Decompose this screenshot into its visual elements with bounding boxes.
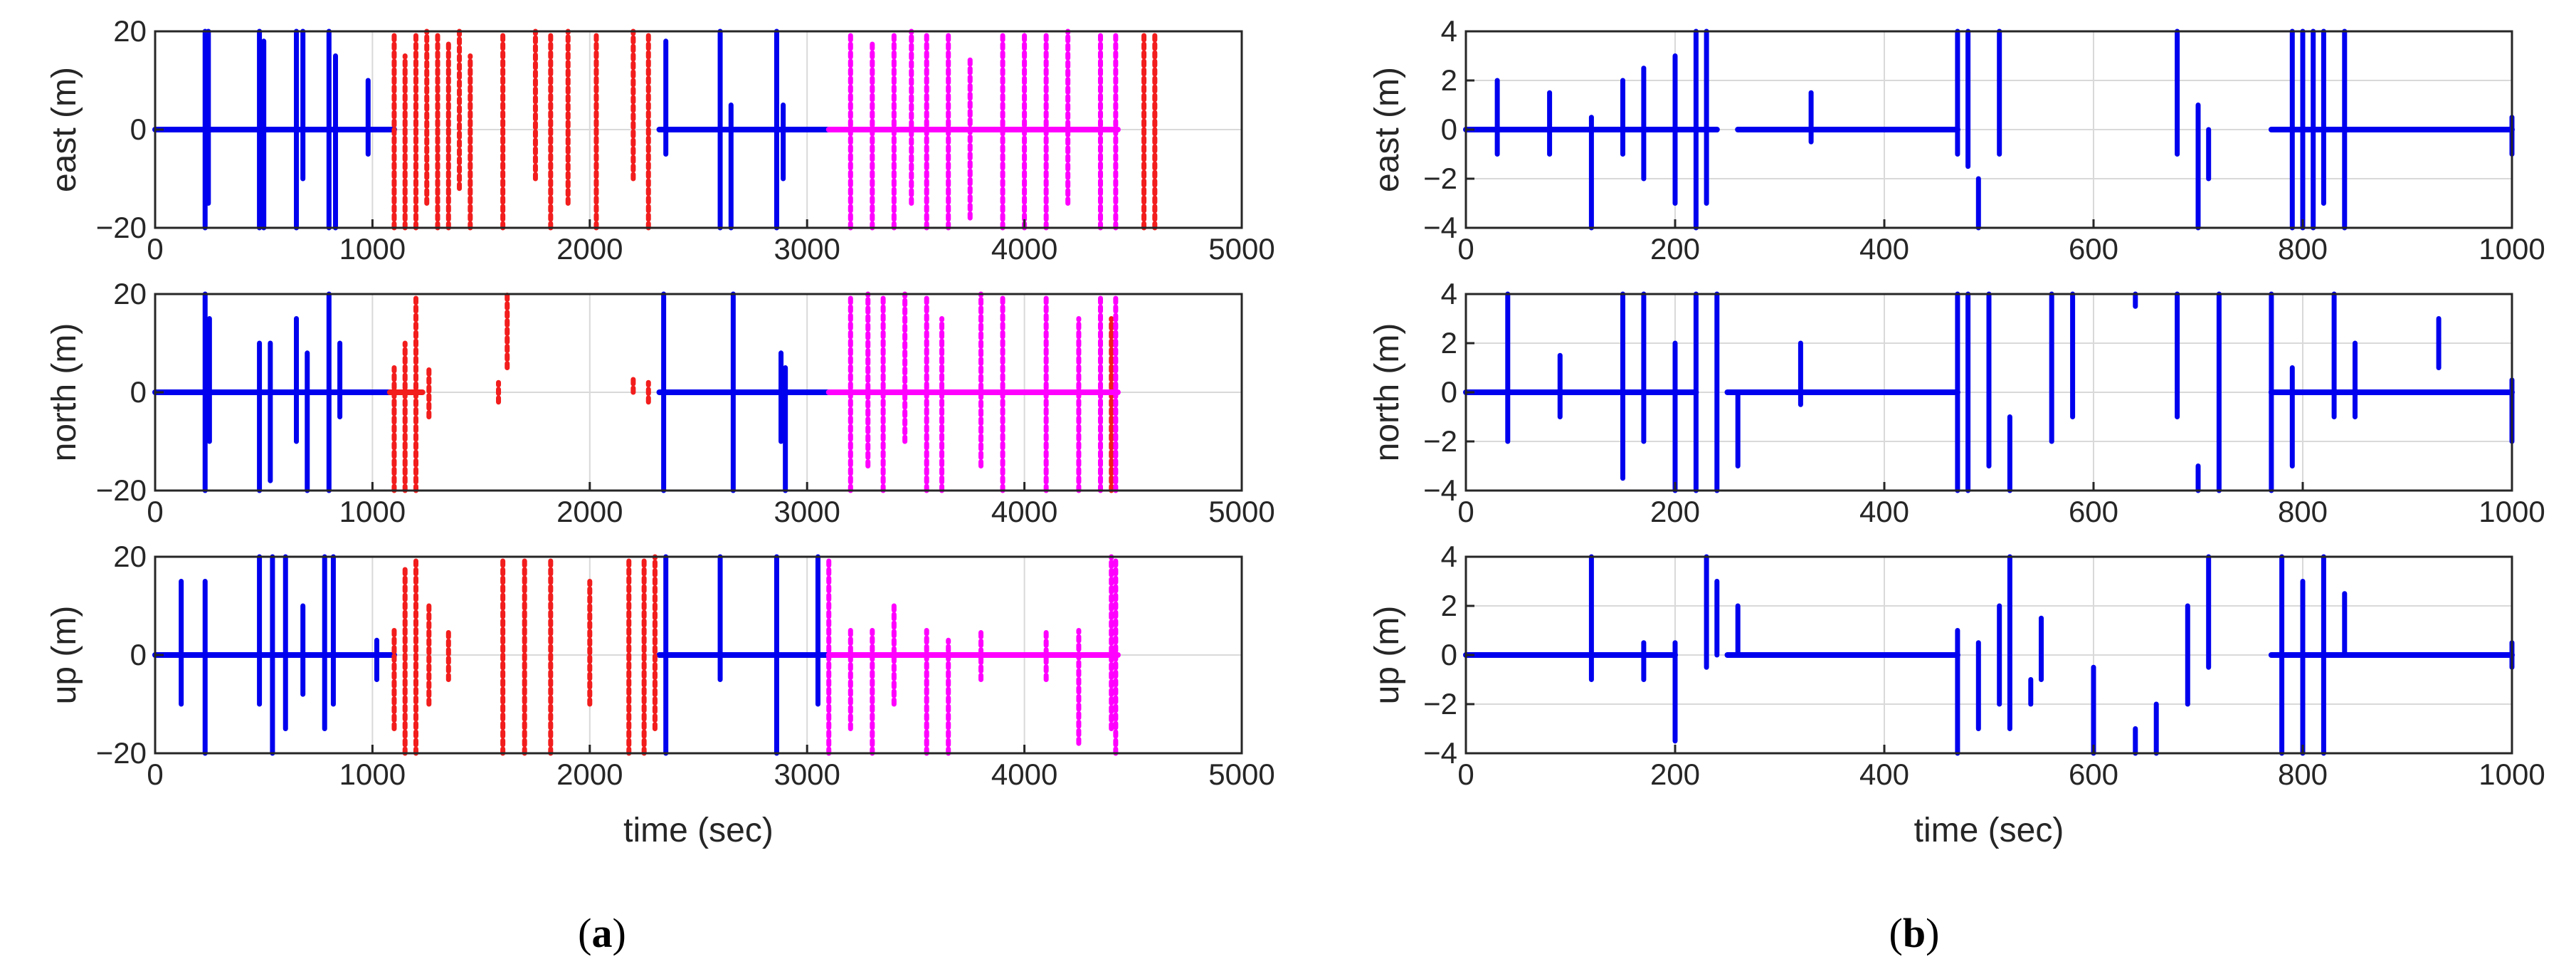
y-axis-label: north (m) (1368, 323, 1406, 462)
y-axis-label: east (m) (1368, 67, 1406, 192)
x-tick-label: 400 (1859, 232, 1909, 266)
x-tick-label: 3000 (774, 758, 840, 791)
x-tick-label: 5000 (1208, 495, 1274, 528)
y-tick-label: 4 (1441, 540, 1457, 573)
y-tick-label: −2 (1423, 162, 1457, 195)
y-tick-label: −2 (1423, 424, 1457, 458)
y-tick-label: 2 (1441, 326, 1457, 360)
y-tick-label: 0 (1441, 112, 1457, 146)
x-tick-label: 1000 (2479, 758, 2545, 791)
x-tick-label: 200 (1650, 758, 1700, 791)
y-tick-label: 20 (113, 540, 147, 573)
y-tick-label: −20 (96, 211, 147, 244)
y-tick-label: 0 (1441, 375, 1457, 409)
x-tick-label: 0 (1457, 758, 1474, 791)
series-blue (152, 554, 832, 756)
y-tick-label: −20 (96, 473, 147, 507)
y-tick-label: −4 (1423, 736, 1457, 770)
x-tick-label: 0 (1457, 232, 1474, 266)
x-tick-label: 800 (2278, 232, 2328, 266)
x-tick-label: 4000 (991, 758, 1057, 791)
y-axis-label: up (m) (46, 606, 83, 705)
y-tick-label: −20 (96, 736, 147, 770)
y-axis-label: east (m) (46, 67, 83, 192)
y-tick-label: 4 (1441, 14, 1457, 48)
x-tick-label: 0 (147, 232, 163, 266)
x-tick-label: 800 (2278, 758, 2328, 791)
y-tick-label: −2 (1423, 687, 1457, 721)
x-tick-label: 400 (1859, 758, 1909, 791)
x-tick-label: 1000 (339, 232, 406, 266)
x-tick-label: 200 (1650, 232, 1700, 266)
y-axis-label: up (m) (1368, 606, 1406, 705)
x-tick-label: 600 (2069, 495, 2118, 528)
x-tick-label: 1000 (339, 758, 406, 791)
y-tick-label: 0 (1441, 638, 1457, 671)
series-blue (152, 28, 836, 231)
x-axis-label: time (sec) (623, 812, 774, 849)
x-tick-label: 0 (147, 758, 163, 791)
series-red (391, 28, 1158, 231)
series-blue (1463, 291, 2515, 493)
chart-b-up: 0 200 400 600 800 1000 −4 −2 0 2 4 up (m) time (sec) (1368, 540, 2545, 849)
x-tick-label: 4000 (991, 495, 1057, 528)
x-tick-label: 1000 (2479, 495, 2545, 528)
x-tick-label: 200 (1650, 495, 1700, 528)
y-tick-label: 4 (1441, 277, 1457, 310)
series-magenta (825, 28, 1121, 231)
x-tick-label: 400 (1859, 495, 1909, 528)
y-tick-label: 0 (130, 112, 147, 146)
x-tick-label: 600 (2069, 758, 2118, 791)
y-tick-label: 20 (113, 277, 147, 310)
x-tick-label: 2000 (556, 495, 623, 528)
y-tick-label: −4 (1423, 211, 1457, 244)
panel-label-b: (b) (1889, 910, 1940, 956)
y-axis-label: north (m) (46, 323, 83, 462)
x-tick-label: 800 (2278, 495, 2328, 528)
x-tick-label: 1000 (2479, 232, 2545, 266)
series-red (386, 291, 1114, 493)
chart-b-east: 0 200 400 600 800 1000 −4 −2 0 2 4 east (m) (1368, 14, 2545, 266)
x-tick-label: 3000 (774, 495, 840, 528)
y-tick-label: 2 (1441, 63, 1457, 97)
series-magenta (825, 554, 1121, 756)
x-tick-label: 5000 (1208, 232, 1274, 266)
x-tick-label: 2000 (556, 232, 623, 266)
x-tick-label: 3000 (774, 232, 840, 266)
x-tick-label: 0 (147, 495, 163, 528)
x-tick-label: 4000 (991, 232, 1057, 266)
y-tick-label: 20 (113, 14, 147, 48)
panel-label-a: (a) (578, 910, 626, 956)
x-tick-label: 2000 (556, 758, 623, 791)
x-tick-label: 1000 (339, 495, 406, 528)
y-tick-label: −4 (1423, 473, 1457, 507)
chart-b-north: 0 200 400 600 800 1000 −4 −2 0 2 4 north (m) (1368, 277, 2545, 528)
y-tick-label: 2 (1441, 589, 1457, 622)
series-blue (1463, 554, 2515, 756)
series-blue (1463, 28, 2515, 231)
series-blue (152, 291, 832, 493)
x-axis-label: time (sec) (1914, 812, 2064, 849)
x-tick-label: 5000 (1208, 758, 1274, 791)
series-red (391, 554, 658, 756)
x-tick-label: 0 (1457, 495, 1474, 528)
x-tick-label: 600 (2069, 232, 2118, 266)
y-tick-label: 0 (130, 638, 147, 671)
y-tick-label: 0 (130, 375, 147, 409)
series-magenta (825, 291, 1121, 493)
